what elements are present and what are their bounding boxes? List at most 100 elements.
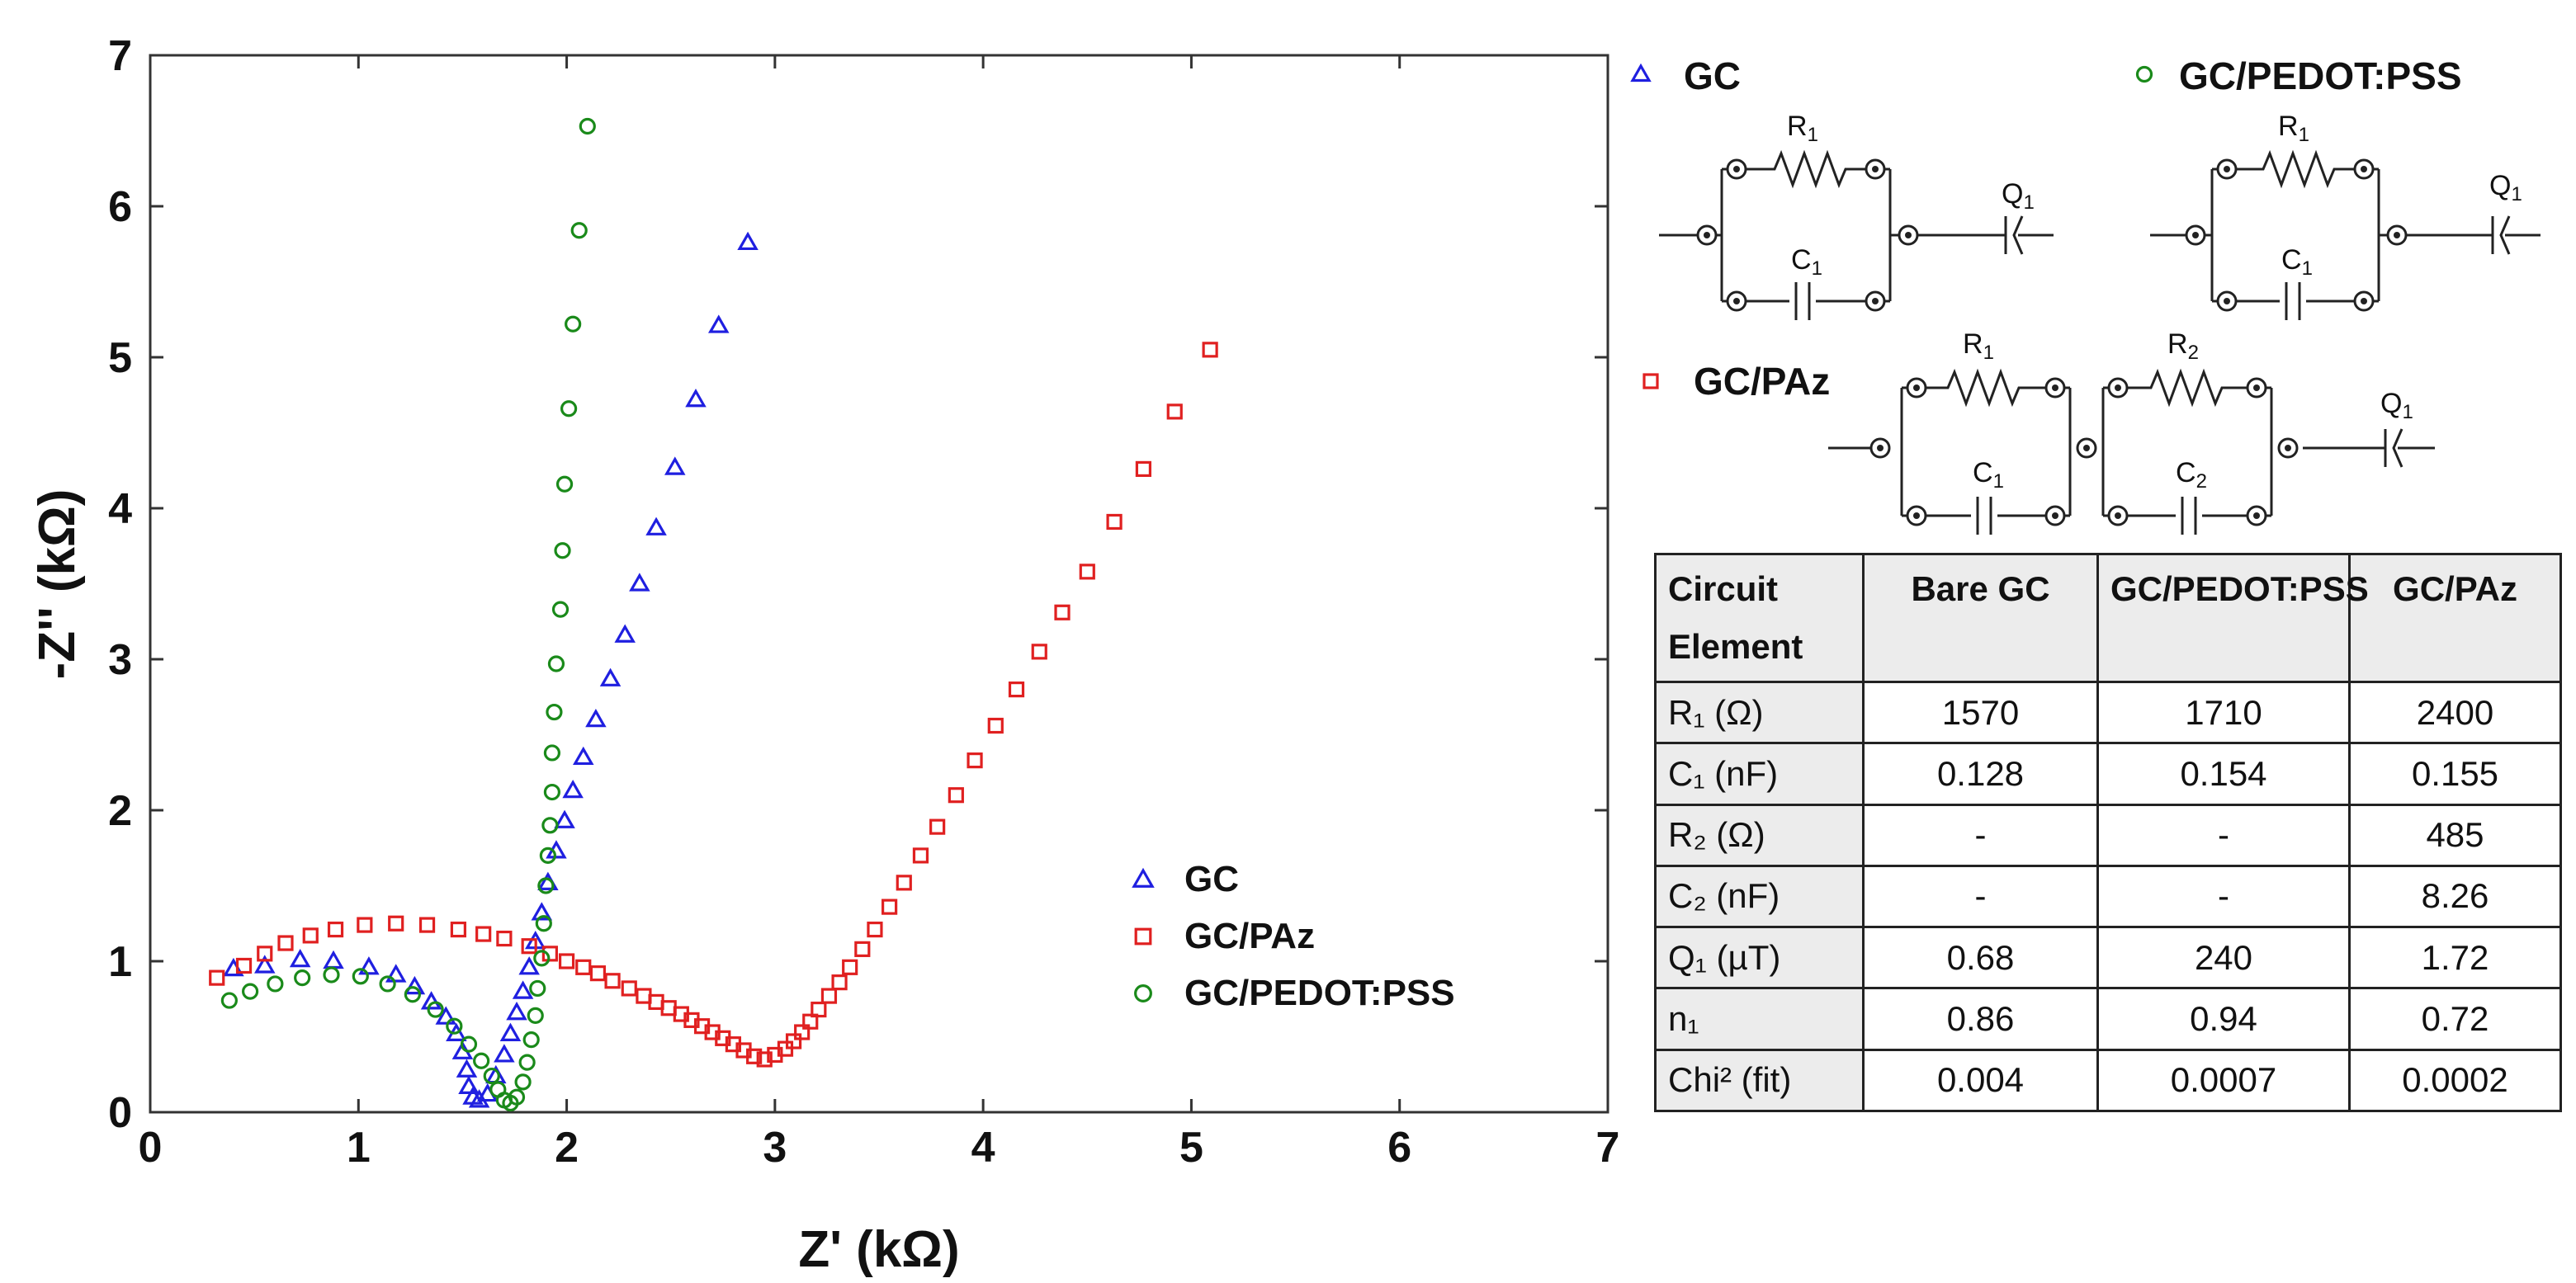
data-point [562, 779, 584, 799]
x-tick-label: 5 [1179, 1124, 1203, 1172]
data-point [427, 1001, 444, 1018]
table-row: C₁ (nF) 0.128 0.154 0.155 [1654, 742, 2562, 806]
table-row: R₂ (Ω) - - 485 [1654, 803, 2562, 867]
data-point [896, 875, 912, 891]
data-point [546, 703, 563, 721]
circuit-gc-pedot-pss-r1-label: R1 [2278, 111, 2309, 146]
data-point [420, 991, 442, 1010]
data-point [1008, 681, 1025, 698]
data-point [496, 930, 513, 947]
row-label: R₁ (Ω) [1654, 680, 1865, 745]
data-point [512, 980, 534, 999]
data-point [379, 975, 396, 993]
row-label: C₂ (nF) [1654, 864, 1865, 929]
data-point [820, 988, 838, 1004]
cell-value: 8.26 [2348, 864, 2562, 929]
x-tick-label: 1 [347, 1124, 371, 1172]
data-point [1166, 403, 1183, 420]
circuit-gc-marker-icon [1630, 63, 1652, 83]
data-point [294, 969, 311, 987]
circuit-gc-paz-c2-label: C2 [2176, 457, 2207, 493]
data-point [1079, 564, 1095, 580]
circle-marker-icon [2135, 65, 2153, 83]
data-point [541, 817, 559, 834]
circuit-gc-paz-title: GC/PAz [1694, 360, 1830, 403]
axis-ticks [149, 54, 1609, 1114]
data-point [435, 1006, 457, 1025]
y-tick-label: 2 [108, 787, 132, 835]
data-point [543, 783, 561, 801]
data-point [589, 965, 607, 982]
cell-value: 1570 [1862, 680, 2099, 745]
series-gc [223, 231, 759, 1108]
legend-label-gc-paz: GC/PAz [1184, 916, 1315, 956]
data-point [518, 956, 540, 975]
circuit-gc-pedot-pss-marker-icon [2135, 65, 2153, 83]
data-point [794, 1024, 811, 1040]
circuit-gc-paz-q1-label: Q1 [2380, 388, 2413, 423]
data-point [537, 877, 555, 894]
cell-value: 1710 [2096, 680, 2351, 745]
data-point [1135, 460, 1152, 478]
row-label: n₁ [1654, 987, 1865, 1051]
data-point [521, 938, 537, 955]
data-point [494, 1044, 515, 1063]
data-point [664, 456, 686, 475]
data-point [257, 946, 273, 962]
data-point [1106, 513, 1123, 531]
cell-value: 0.68 [1862, 926, 2099, 990]
data-point [811, 1001, 827, 1018]
x-tick-label: 0 [139, 1124, 163, 1172]
row-label: R₂ (Ω) [1654, 803, 1865, 867]
data-point [220, 992, 238, 1009]
data-point [499, 1022, 522, 1041]
data-point [756, 1051, 773, 1068]
data-point [599, 667, 622, 686]
data-point [541, 946, 558, 962]
data-point [645, 517, 667, 535]
data-point [456, 1059, 478, 1078]
data-point [1031, 644, 1047, 660]
circuit-gc: GC R1 C1 Q1 [1630, 54, 2054, 320]
data-points [209, 117, 1218, 1112]
data-point [987, 717, 1004, 734]
data-point [929, 818, 946, 835]
data-point [867, 921, 883, 938]
y-axis-title: -Z'' (kΩ) [29, 489, 86, 680]
circuit-gc-paz-r1-label: R1 [1963, 328, 1994, 364]
data-point [785, 1033, 802, 1050]
data-point [418, 917, 436, 933]
data-point [518, 1054, 536, 1071]
legend: GC GC/PAz GC/PEDOT:PSS [1132, 859, 1455, 1013]
legend-marker-gc [1132, 867, 1155, 888]
y-tick-label: 5 [108, 334, 132, 382]
x-tick-label: 6 [1387, 1124, 1411, 1172]
cell-value: - [1862, 803, 2099, 867]
header-bare-gc: Bare GC [1862, 553, 2099, 683]
x-tick-label: 2 [555, 1124, 579, 1172]
x-tick-labels: 0 1 2 3 4 5 6 7 [139, 1124, 1620, 1172]
data-point [235, 957, 253, 974]
data-point [357, 917, 373, 933]
series-gc-paz [209, 342, 1218, 1068]
data-point [802, 1013, 819, 1030]
x-axis-title: Z' (kΩ) [798, 1221, 959, 1278]
cell-value: - [1862, 864, 2099, 929]
circuit-gc-paz: GC/PAz [1642, 328, 2435, 535]
data-point [554, 542, 571, 559]
cell-value: 0.0002 [2348, 1048, 2562, 1113]
data-point [473, 1052, 490, 1069]
data-point [241, 983, 259, 1000]
circuit-gc-pedot-pss-title: GC/PEDOT:PSS [2179, 54, 2462, 97]
data-point [912, 847, 929, 864]
data-point [579, 117, 596, 135]
triangle-marker-icon [1630, 63, 1652, 83]
circuit-gc-pedot-pss-wiring [2150, 149, 2541, 320]
data-point [554, 809, 575, 828]
circuit-gc-pedot-pss: GC/PEDOT:PSS R1 C1 Q1 [2135, 54, 2541, 320]
cell-value: 0.155 [2348, 742, 2562, 806]
cell-value: 0.004 [1862, 1048, 2099, 1113]
cell-value: 485 [2348, 803, 2562, 867]
data-point [854, 941, 871, 957]
legend-marker-gc-pedot-pss [1134, 984, 1152, 1002]
